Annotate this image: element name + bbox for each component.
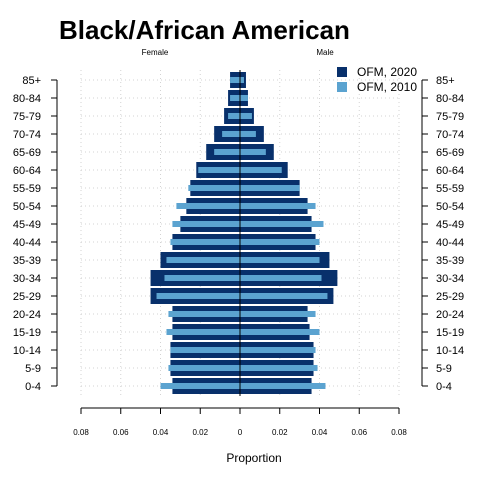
age-label-left: 55-59: [13, 183, 41, 195]
bar-2010-female-35-39: [166, 257, 240, 263]
axes: 0-4 0-4 5-9 5-9 10-14 10-14 15-19 15-19 20-24 20-…: [13, 70, 464, 437]
age-label-right: 65-69: [436, 147, 464, 159]
age-label-right: 75-79: [436, 111, 464, 123]
bar-2010-female-25-29: [156, 293, 240, 299]
age-label-left: 40-44: [13, 237, 41, 249]
female-label: Female: [142, 48, 169, 57]
age-label-right: 70-74: [436, 129, 464, 141]
bar-2010-male-0-4: [240, 383, 326, 389]
bar-2010-male-25-29: [240, 293, 328, 299]
x-tick-label: 0: [238, 428, 243, 437]
age-label-left: 85+: [22, 75, 41, 87]
x-tick-label: 0.02: [192, 428, 208, 437]
x-axis-title: Proportion: [226, 451, 281, 465]
bar-2010-female-75-79: [228, 113, 240, 119]
x-tick-label: 0.06: [351, 428, 367, 437]
bar-2010-female-65-69: [214, 149, 240, 155]
bar-2010-female-55-59: [188, 185, 240, 191]
bar-2010-male-75-79: [240, 113, 252, 119]
legend-swatch-2010: [337, 82, 347, 92]
bar-2010-male-20-24: [240, 311, 316, 317]
bar-2010-male-65-69: [240, 149, 266, 155]
bar-2010-male-15-19: [240, 329, 320, 335]
legend-label-2020: OFM, 2020: [357, 65, 417, 79]
age-label-left: 45-49: [13, 219, 41, 231]
bar-2010-female-0-4: [160, 383, 240, 389]
age-label-left: 50-54: [13, 201, 41, 213]
bar-2010-male-45-49: [240, 221, 324, 227]
male-label: Male: [316, 48, 334, 57]
bar-2010-female-85+: [230, 77, 240, 83]
age-label-right: 35-39: [436, 255, 464, 267]
age-label-right: 50-54: [436, 201, 464, 213]
bar-2010-male-50-54: [240, 203, 316, 209]
bar-2010-male-35-39: [240, 257, 320, 263]
age-label-left: 35-39: [13, 255, 41, 267]
age-label-right: 5-9: [436, 363, 452, 375]
bar-2010-male-40-44: [240, 239, 320, 245]
age-label-left: 15-19: [13, 327, 41, 339]
bar-2010-female-40-44: [170, 239, 240, 245]
bar-2010-male-70-74: [240, 131, 256, 137]
age-label-right: 45-49: [436, 219, 464, 231]
bar-2010-male-55-59: [240, 185, 300, 191]
age-label-right: 30-34: [436, 273, 464, 285]
chart-title: Black/African American: [59, 15, 350, 45]
x-tick-label: 0.08: [391, 428, 407, 437]
age-label-right: 55-59: [436, 183, 464, 195]
age-label-right: 85+: [436, 75, 455, 87]
age-label-right: 10-14: [436, 345, 464, 357]
x-tick-label: 0.04: [312, 428, 328, 437]
bar-2010-female-60-64: [198, 167, 240, 173]
bar-2010-female-30-34: [164, 275, 240, 281]
age-label-left: 5-9: [25, 363, 41, 375]
bar-2010-female-20-24: [168, 311, 240, 317]
age-label-left: 25-29: [13, 291, 41, 303]
bar-2010-male-80-84: [240, 95, 248, 101]
age-label-right: 60-64: [436, 165, 464, 177]
legend: OFM, 2020 OFM, 2010: [337, 65, 417, 94]
bar-2010-male-85+: [240, 77, 244, 83]
bar-2010-female-5-9: [168, 365, 240, 371]
x-tick-label: 0.02: [272, 428, 288, 437]
bar-2010-female-10-14: [170, 347, 240, 353]
bars-layer: [150, 72, 338, 394]
age-label-left: 0-4: [25, 381, 41, 393]
bar-2010-female-50-54: [176, 203, 240, 209]
bar-2010-female-80-84: [230, 95, 240, 101]
age-label-left: 75-79: [13, 111, 41, 123]
age-label-left: 70-74: [13, 129, 41, 141]
age-label-right: 20-24: [436, 309, 464, 321]
age-label-left: 20-24: [13, 309, 41, 321]
x-tick-label: 0.08: [73, 428, 89, 437]
age-label-right: 25-29: [436, 291, 464, 303]
age-label-right: 0-4: [436, 381, 452, 393]
age-label-left: 30-34: [13, 273, 41, 285]
age-label-right: 40-44: [436, 237, 464, 249]
legend-swatch-2020: [337, 67, 347, 77]
bar-2010-male-30-34: [240, 275, 322, 281]
bar-2010-male-10-14: [240, 347, 316, 353]
age-label-left: 10-14: [13, 345, 41, 357]
age-label-left: 80-84: [13, 93, 41, 105]
x-tick-label: 0.04: [153, 428, 169, 437]
age-label-right: 80-84: [436, 93, 464, 105]
grid-lines: [80, 70, 400, 396]
bar-2010-female-15-19: [166, 329, 240, 335]
age-label-right: 15-19: [436, 327, 464, 339]
x-tick-label: 0.06: [113, 428, 129, 437]
legend-label-2010: OFM, 2010: [357, 80, 417, 94]
bar-2010-female-45-49: [172, 221, 240, 227]
bar-2010-male-5-9: [240, 365, 318, 371]
bar-2010-male-60-64: [240, 167, 282, 173]
age-label-left: 65-69: [13, 147, 41, 159]
age-label-left: 60-64: [13, 165, 41, 177]
bar-2010-female-70-74: [222, 131, 240, 137]
